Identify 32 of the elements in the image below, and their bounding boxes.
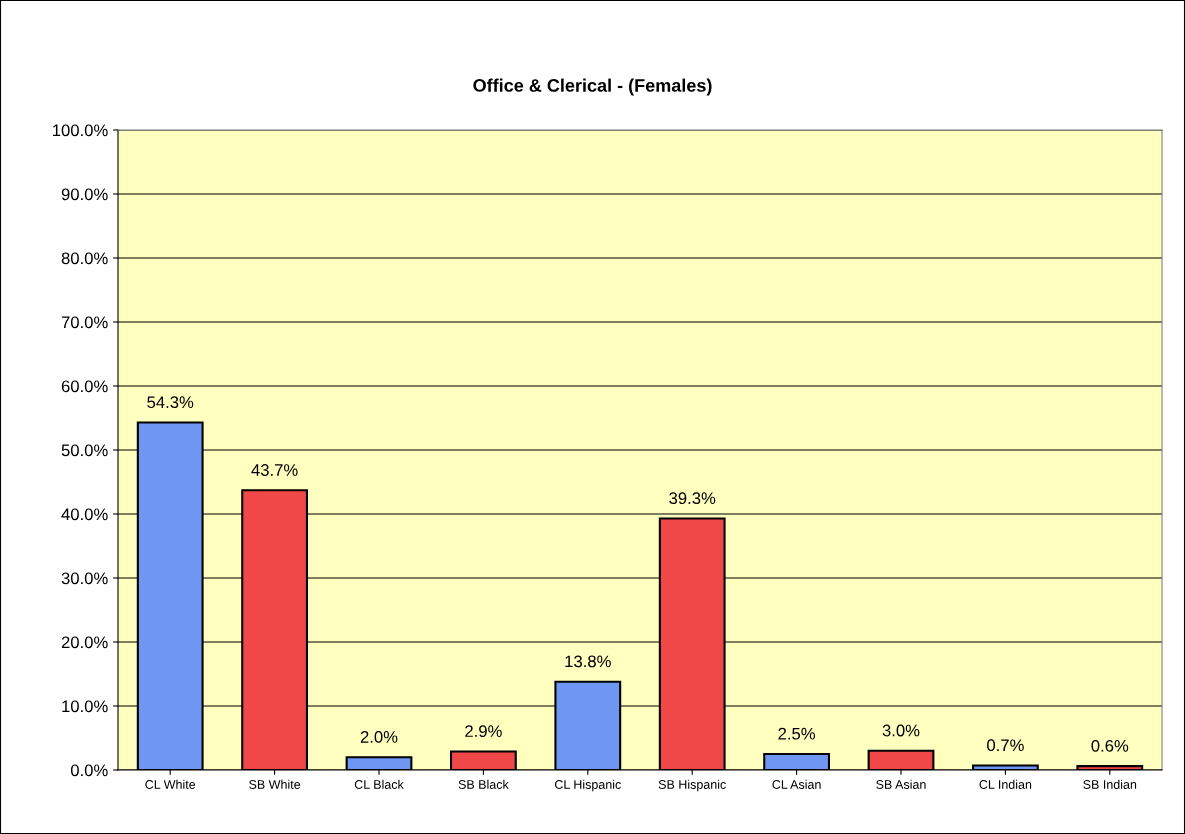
chart-title: Office & Clerical - (Females) [473,78,712,96]
y-tick-label: 40.0% [61,508,108,521]
data-label: 43.7% [251,464,298,476]
x-tick-label: SB Indian [1083,779,1137,789]
x-tick-label: CL Black [354,779,404,789]
y-tick-label: 80.0% [61,252,108,265]
data-label: 39.3% [669,492,716,505]
y-tick-label: 50.0% [61,444,108,457]
y-tick-label: 60.0% [61,380,108,393]
x-tick-label: CL Hispanic [554,779,621,792]
x-tick-label: CL White [145,779,196,789]
x-tick-label: SB White [249,779,301,789]
data-label: 0.6% [1091,739,1129,752]
data-label: 13.8% [565,655,611,668]
data-label: 2.5% [778,727,815,740]
y-tick-label: 20.0% [61,636,108,649]
y-tick-label: 90.0% [61,188,108,201]
x-tick-label: SB Hispanic [658,779,726,792]
y-tick-label: 70.0% [61,316,108,329]
y-tick-label: 30.0% [61,572,108,585]
x-tick-label: SB Asian [876,779,926,789]
y-tick-label: 10.0% [62,700,108,713]
y-tick-label: 100.0% [53,124,108,137]
x-tick-label: CL Asian [772,779,821,789]
data-label: 54.3% [147,396,194,409]
y-tick-label: 0.0% [70,764,108,777]
data-label: 3.0% [882,724,920,737]
data-label: 0.7% [987,739,1024,752]
data-label: 2.9% [465,725,502,738]
data-label: 2.0% [360,730,398,743]
x-tick-label: SB Black [458,779,509,789]
x-tick-label: CL Indian [979,779,1032,789]
